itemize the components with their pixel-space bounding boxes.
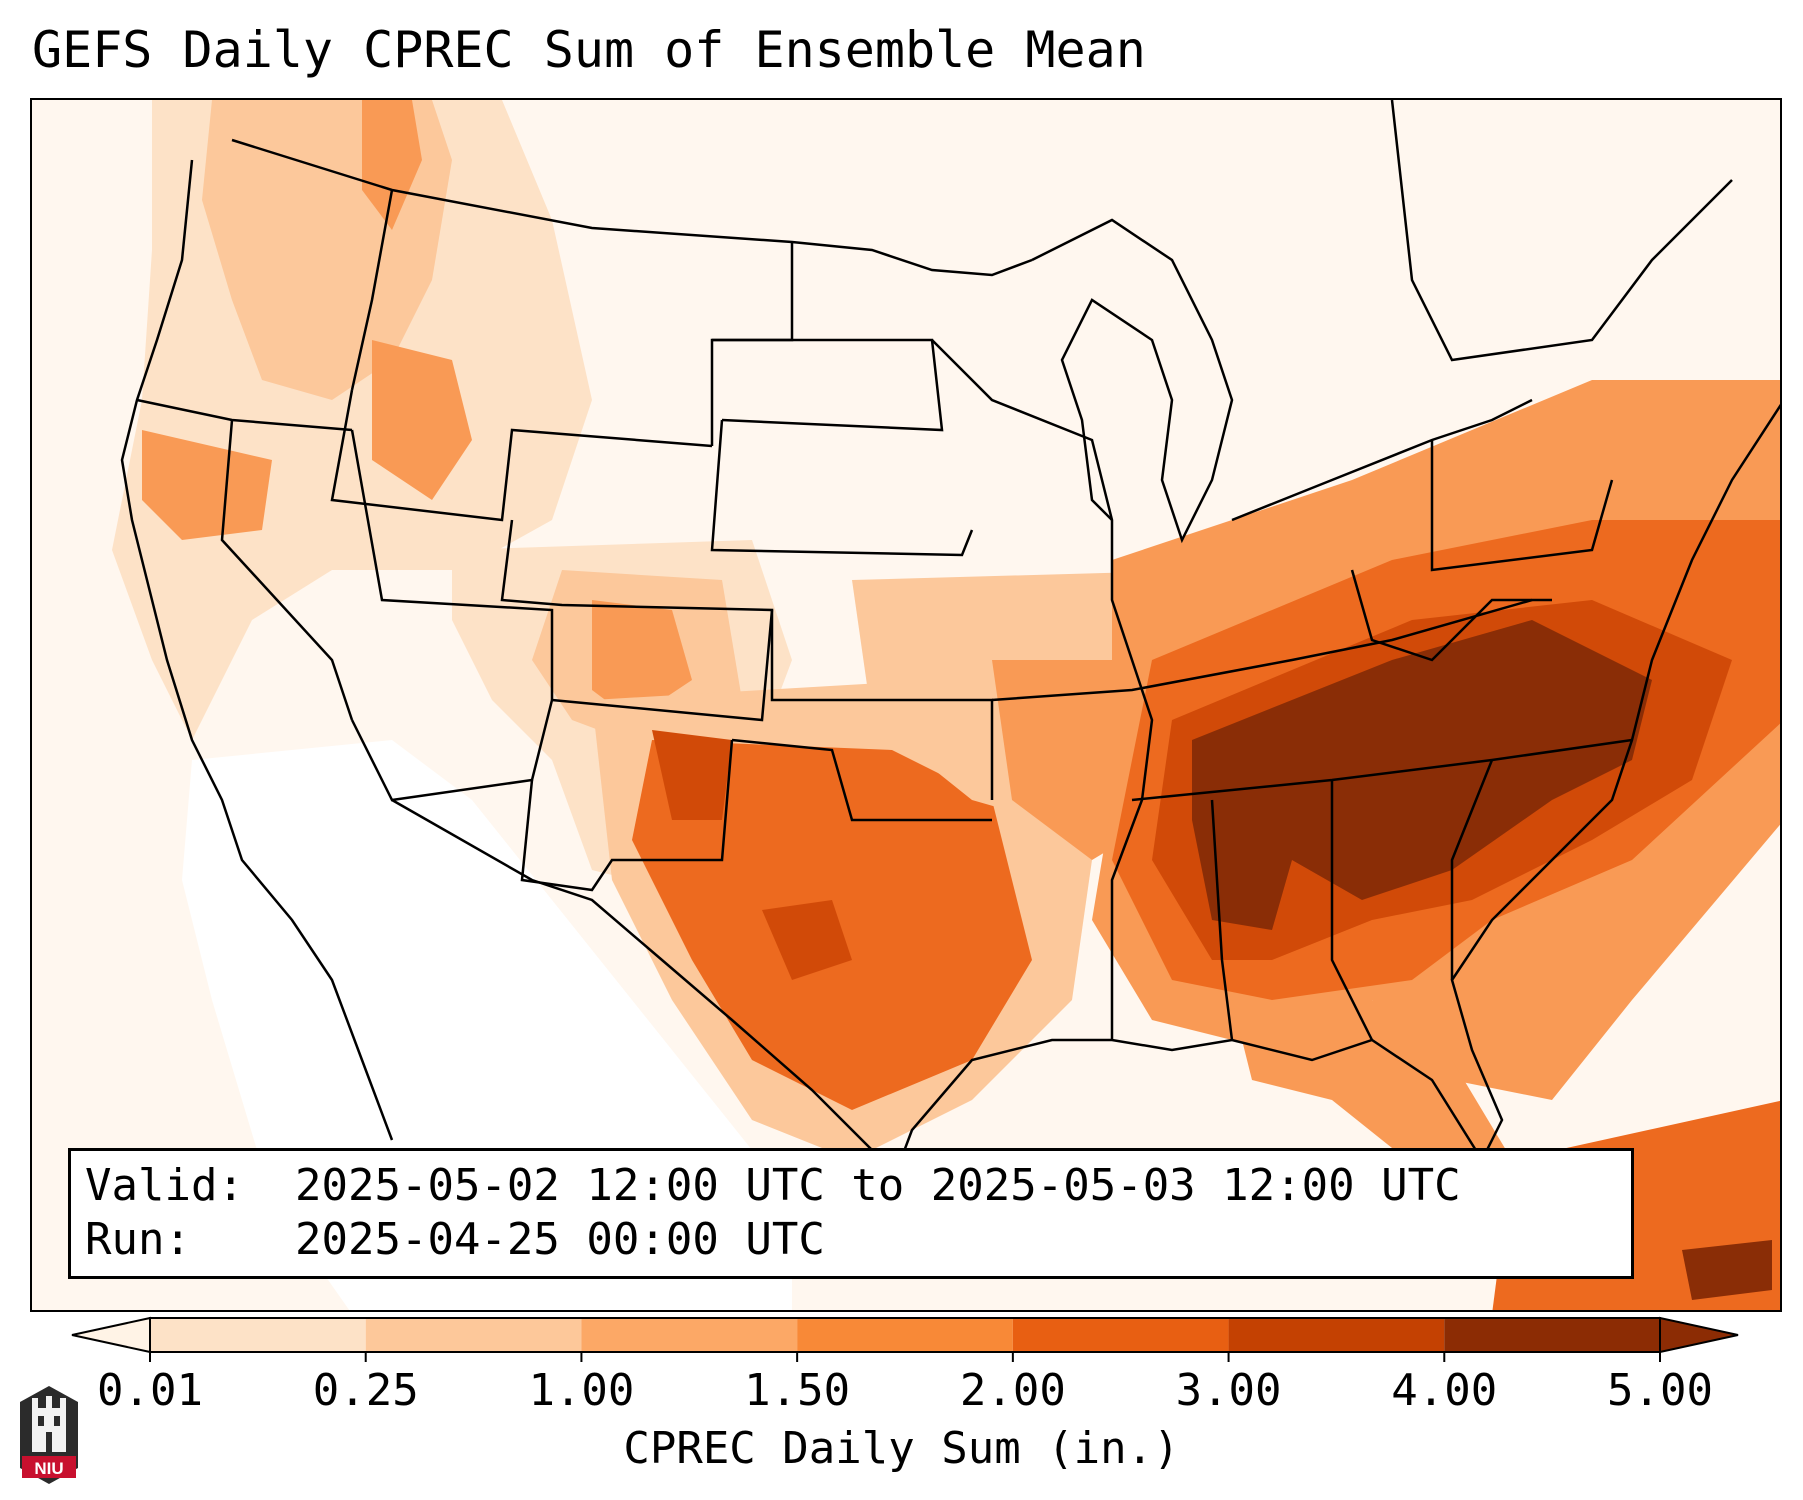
precip-new-mexico-core: [652, 730, 732, 820]
valid-run-info-box: Valid: 2025-05-02 12:00 UTC to 2025-05-0…: [68, 1148, 1634, 1279]
northeast-border: [1390, 100, 1733, 362]
colorbar-segment: [150, 1318, 366, 1352]
state-line-tx-ok: [731, 738, 992, 822]
west-coastline: [120, 159, 394, 1141]
colorbar-segment: [1012, 1318, 1229, 1352]
state-line-nv-ut: [350, 429, 554, 700]
precip-colorado-core: [592, 600, 692, 720]
colorbar-segment: [1228, 1318, 1445, 1352]
us-mexico-border: [391, 798, 884, 1211]
state-line-midwest-south: [991, 598, 1533, 702]
gulf-coastline: [880, 403, 1780, 1211]
state-line-southeast: [1210, 799, 1234, 1041]
state-line-wa-id: [350, 189, 394, 391]
state-line-dakotas: [712, 338, 944, 432]
precip-northwest-streak: [362, 100, 422, 230]
colorbar-extend-high: [1659, 1316, 1739, 1354]
precip-idaho: [372, 340, 472, 500]
state-line-nm-tx: [520, 739, 734, 892]
colorbar-tick-label: 1.50: [744, 1365, 851, 1416]
colorbar-tick-label: 1.00: [528, 1365, 635, 1416]
precip-oregon-coast: [142, 430, 272, 540]
boundaries: [120, 100, 1780, 1211]
state-line-tn-south: [1131, 738, 1633, 802]
colorbar-label: CPREC Daily Sum (in.): [623, 1423, 1180, 1474]
us-canada-border: [231, 138, 1033, 277]
colorbar-segment: [797, 1318, 1013, 1352]
colorbar-segment: [1444, 1318, 1660, 1352]
precip-shading: [112, 100, 1780, 1310]
logo-text: NIU: [34, 1459, 63, 1478]
colorbar-tick-label: 0.01: [97, 1365, 203, 1416]
great-lakes-outline: [1031, 218, 1234, 544]
valid-value: 2025-05-02 12:00 UTC to 2025-05-03 12:00…: [295, 1160, 1461, 1211]
colorbar-tick-label: 4.00: [1391, 1365, 1498, 1416]
run-label: Run:: [85, 1214, 191, 1265]
precip-caribbean-core: [1682, 1240, 1772, 1300]
colorbar-tick-label: 2.00: [959, 1365, 1066, 1416]
precip-gulf-florida: [1232, 1000, 1512, 1180]
state-line-mississippi-valley: [931, 339, 1154, 1040]
niu-logo: NIU: [20, 1386, 78, 1484]
run-row: Run: 2025-04-25 00:00 UTC: [85, 1213, 1617, 1267]
page-title: GEFS Daily CPREC Sum of Ensemble Mean: [32, 21, 1146, 79]
colorbar-segment: [365, 1318, 582, 1352]
valid-label: Valid:: [85, 1160, 244, 1211]
state-line-pa-ny: [1430, 440, 1614, 572]
state-line-ca-nv: [220, 419, 354, 721]
state-line-ga-sc: [1450, 759, 1494, 980]
map-canvas: [112, 100, 1780, 1310]
state-line-four-corners: [350, 699, 554, 802]
valid-row: Valid: 2025-05-02 12:00 UTC to 2025-05-0…: [85, 1159, 1617, 1213]
colorbar: [71, 1316, 1739, 1362]
state-line-northern-rockies: [330, 389, 713, 522]
colorbar-extend-low: [71, 1316, 151, 1354]
state-line-mt-nd: [710, 242, 794, 446]
state-line-ks-ok: [770, 610, 994, 800]
state-line-ga-al: [1330, 780, 1374, 1041]
precip-texas-core: [762, 900, 852, 980]
run-value: 2025-04-25 00:00 UTC: [295, 1214, 825, 1265]
state-line-central-plains: [710, 419, 974, 557]
colorbar-tick-label: 0.25: [312, 1365, 419, 1416]
colorbar-tick-label: 5.00: [1607, 1365, 1713, 1416]
colorbar-outline: [149, 1317, 1661, 1353]
precipitation-map[interactable]: Valid: 2025-05-02 12:00 UTC to 2025-05-0…: [30, 98, 1782, 1312]
colorbar-tick-label: 3.00: [1175, 1365, 1282, 1416]
colorbar-segment: [581, 1318, 798, 1352]
state-line-co: [500, 519, 774, 722]
state-line-appalachian: [1350, 569, 1552, 662]
precip-southeast-extreme: [1192, 620, 1652, 930]
